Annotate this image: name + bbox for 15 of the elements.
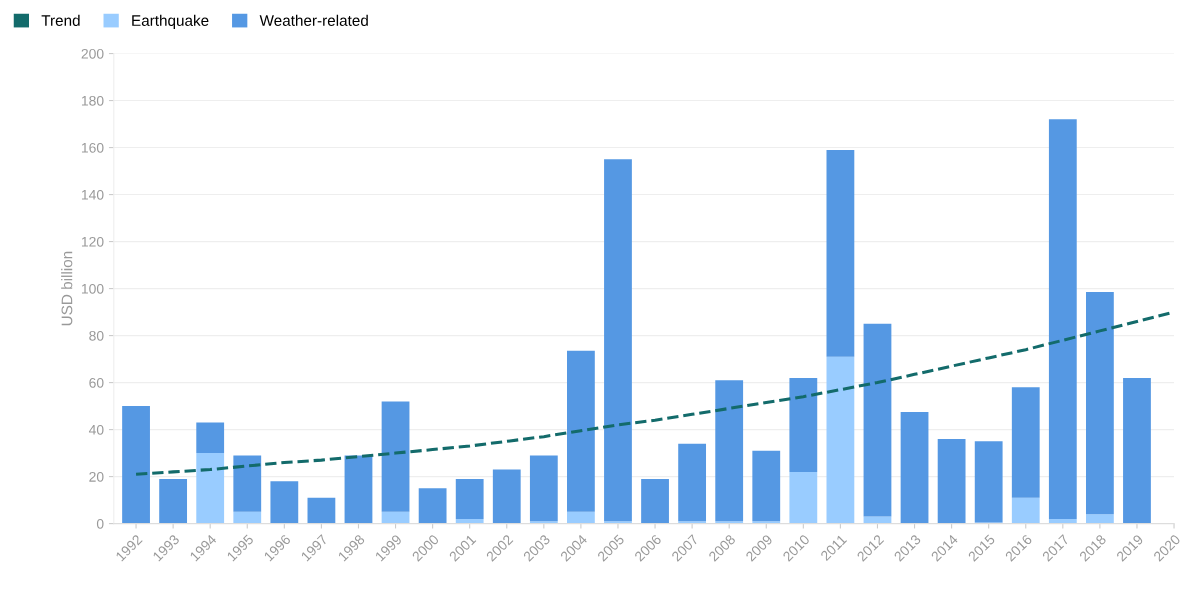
legend-label: Earthquake [132,14,209,29]
y-tick-label: 100 [81,283,104,294]
y-tick-label: 140 [81,189,104,200]
y-tick-label: 0 [96,518,104,529]
y-tick-label: 60 [89,377,104,388]
y-tick-label: 180 [81,95,104,106]
y-tick-label: 200 [81,48,104,59]
legend-label: Weather-related [259,14,368,26]
y-tick-label: 40 [88,424,104,435]
y-tick-label: 120 [81,236,104,247]
y-tick-label: 20 [89,471,104,482]
y-axis-title: USD billion [61,251,73,326]
y-tick-label: 80 [89,330,104,341]
y-tick-label: 160 [81,142,104,153]
legend-label: Trend [41,14,80,26]
